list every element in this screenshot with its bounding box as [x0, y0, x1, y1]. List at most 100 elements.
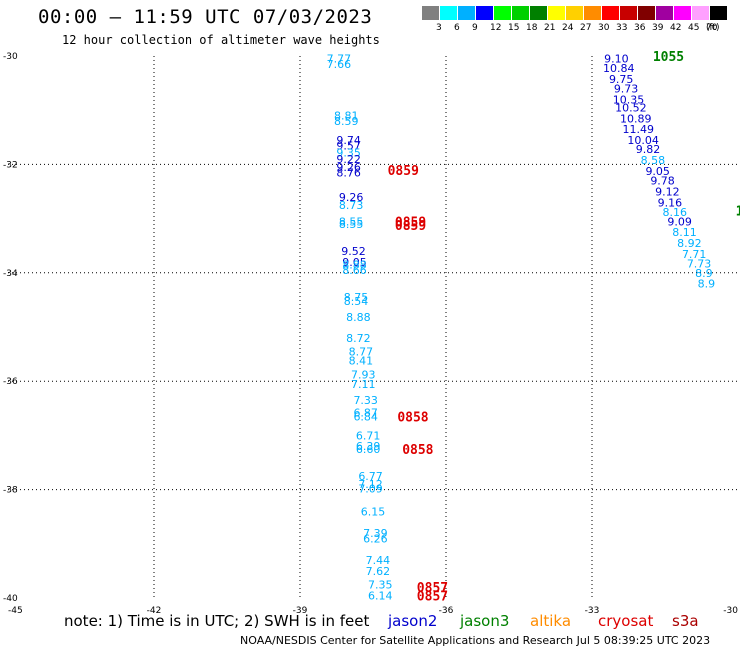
legend-cryosat: cryosat: [598, 612, 654, 630]
color-scale-label: 70: [706, 23, 718, 33]
swh-point-label: 8.72: [346, 332, 371, 345]
pass-time-label: 1055: [653, 50, 684, 65]
footnote: note: 1) Time is in UTC; 2) SWH is in fe…: [64, 612, 370, 630]
swh-point-label: 8.76: [336, 167, 361, 180]
color-scale-label: 33: [616, 23, 628, 33]
color-swatch: [422, 6, 439, 20]
swh-point-label: 7.93: [351, 369, 376, 382]
swh-point-label: 7.44: [366, 554, 391, 567]
swh-point-label: 7.66: [327, 58, 352, 71]
legend-jason3: jason3: [460, 612, 510, 630]
swh-point-label: 8.77: [349, 345, 374, 358]
color-swatch: [620, 6, 637, 20]
color-scale-label: 12: [490, 23, 502, 33]
color-scale-label: 15: [508, 23, 520, 33]
page-title: 00:00 – 11:59 UTC 07/03/2023: [38, 6, 373, 28]
pass-time-label: 0858: [402, 443, 433, 458]
swh-point-label: 10.89: [620, 112, 652, 125]
credit-line: NOAA/NESDIS Center for Satellite Applica…: [240, 634, 711, 647]
x-tick-label: -42: [147, 606, 162, 616]
color-scale-label: 30: [598, 23, 610, 33]
swh-point-label: 8.92: [677, 237, 702, 250]
swh-point-label: 6.84: [353, 410, 378, 423]
swh-point-label: 8.55: [339, 218, 364, 231]
swh-point-label: 10.52: [615, 101, 647, 114]
swh-point-label: 8.66: [342, 264, 367, 277]
pass-time-label: 0858: [397, 410, 428, 425]
swh-point-label: 6.77: [358, 470, 383, 483]
swh-point-label: 7.09: [358, 483, 383, 496]
swh-point-label: 9.22: [336, 153, 361, 166]
color-swatch: [602, 6, 619, 20]
pass-time-label: 0857: [417, 581, 448, 596]
swh-point-label: 8.16: [662, 206, 687, 219]
swh-point-label: 9.05: [645, 165, 670, 178]
color-swatch: [674, 6, 691, 20]
color-scale-label: 27: [580, 23, 592, 33]
color-scale-label: 42: [670, 23, 682, 33]
swh-point-label: 9.16: [658, 196, 683, 209]
swh-point-label: 8.9: [698, 278, 716, 291]
swh-point-label: 8.55: [339, 215, 364, 228]
swh-point-label: 7.11: [351, 378, 376, 391]
page-subtitle: 12 hour collection of altimeter wave hei…: [62, 33, 380, 47]
color-scale-label: 21: [544, 23, 556, 33]
swh-point-label: 9.12: [655, 186, 680, 199]
y-tick-label: -32: [3, 160, 18, 170]
pass-time-label: 0859: [388, 164, 419, 179]
pass-time-label: 0859: [395, 219, 426, 234]
swh-point-label: 8.9: [695, 267, 713, 280]
swh-point-label: 6.14: [368, 589, 393, 602]
swh-point-label: 9.82: [636, 143, 661, 156]
swh-point-label: 9.09: [667, 215, 692, 228]
y-tick-label: -40: [3, 594, 18, 604]
y-tick-label: -36: [3, 377, 18, 387]
legend-jason2: jason2: [388, 612, 438, 630]
swh-point-label: 7.71: [682, 248, 707, 261]
swh-point-label: 8.58: [641, 154, 666, 167]
swh-point-label: 6.71: [356, 429, 381, 442]
swh-point-label: 10.84: [603, 62, 635, 75]
swh-point-label: 7.62: [366, 565, 391, 578]
x-tick-label: -30: [723, 606, 738, 616]
swh-point-label: 10.35: [613, 93, 645, 106]
swh-point-label: 6.39: [356, 440, 381, 453]
swh-point-label: 8.73: [339, 199, 364, 212]
color-swatch: [476, 6, 493, 20]
swh-point-label: 9.26: [339, 191, 364, 204]
color-swatch: [566, 6, 583, 20]
pass-time-label: 1-: [736, 204, 740, 219]
color-swatch: [548, 6, 565, 20]
color-scale-label: (ft): [706, 23, 720, 33]
color-swatch: [710, 6, 727, 20]
swh-point-label: 6.26: [363, 532, 388, 545]
color-scale-label: 9: [472, 23, 478, 33]
swh-point-label: 8.54: [344, 295, 369, 308]
y-tick-label: -38: [3, 486, 18, 496]
color-swatch: [458, 6, 475, 20]
x-tick-label: -36: [439, 606, 454, 616]
y-tick-label: -30: [3, 52, 18, 62]
x-tick-label: -33: [585, 606, 600, 616]
color-swatch: [494, 6, 511, 20]
color-swatch: [440, 6, 457, 20]
swh-point-label: 9.73: [614, 83, 639, 96]
color-swatch: [656, 6, 673, 20]
swh-point-label: 7.12: [358, 478, 383, 491]
swh-point-label: 8.75: [344, 291, 369, 304]
x-tick-label: -45: [8, 606, 23, 616]
swh-point-label: 11.49: [622, 123, 654, 136]
color-scale-label: 6: [454, 23, 460, 33]
swh-point-label: 7.73: [687, 258, 712, 271]
swh-point-label: 10.04: [627, 134, 659, 147]
swh-point-label: 9.35: [336, 146, 361, 159]
color-scale-label: 3: [436, 23, 442, 33]
color-swatch: [512, 6, 529, 20]
swh-point-label: 7.39: [363, 527, 388, 540]
swh-point-label: 8.11: [672, 226, 697, 239]
color-scale-label: 45: [688, 23, 700, 33]
y-tick-label: -34: [3, 269, 18, 279]
pass-time-label: 0859: [395, 215, 426, 230]
